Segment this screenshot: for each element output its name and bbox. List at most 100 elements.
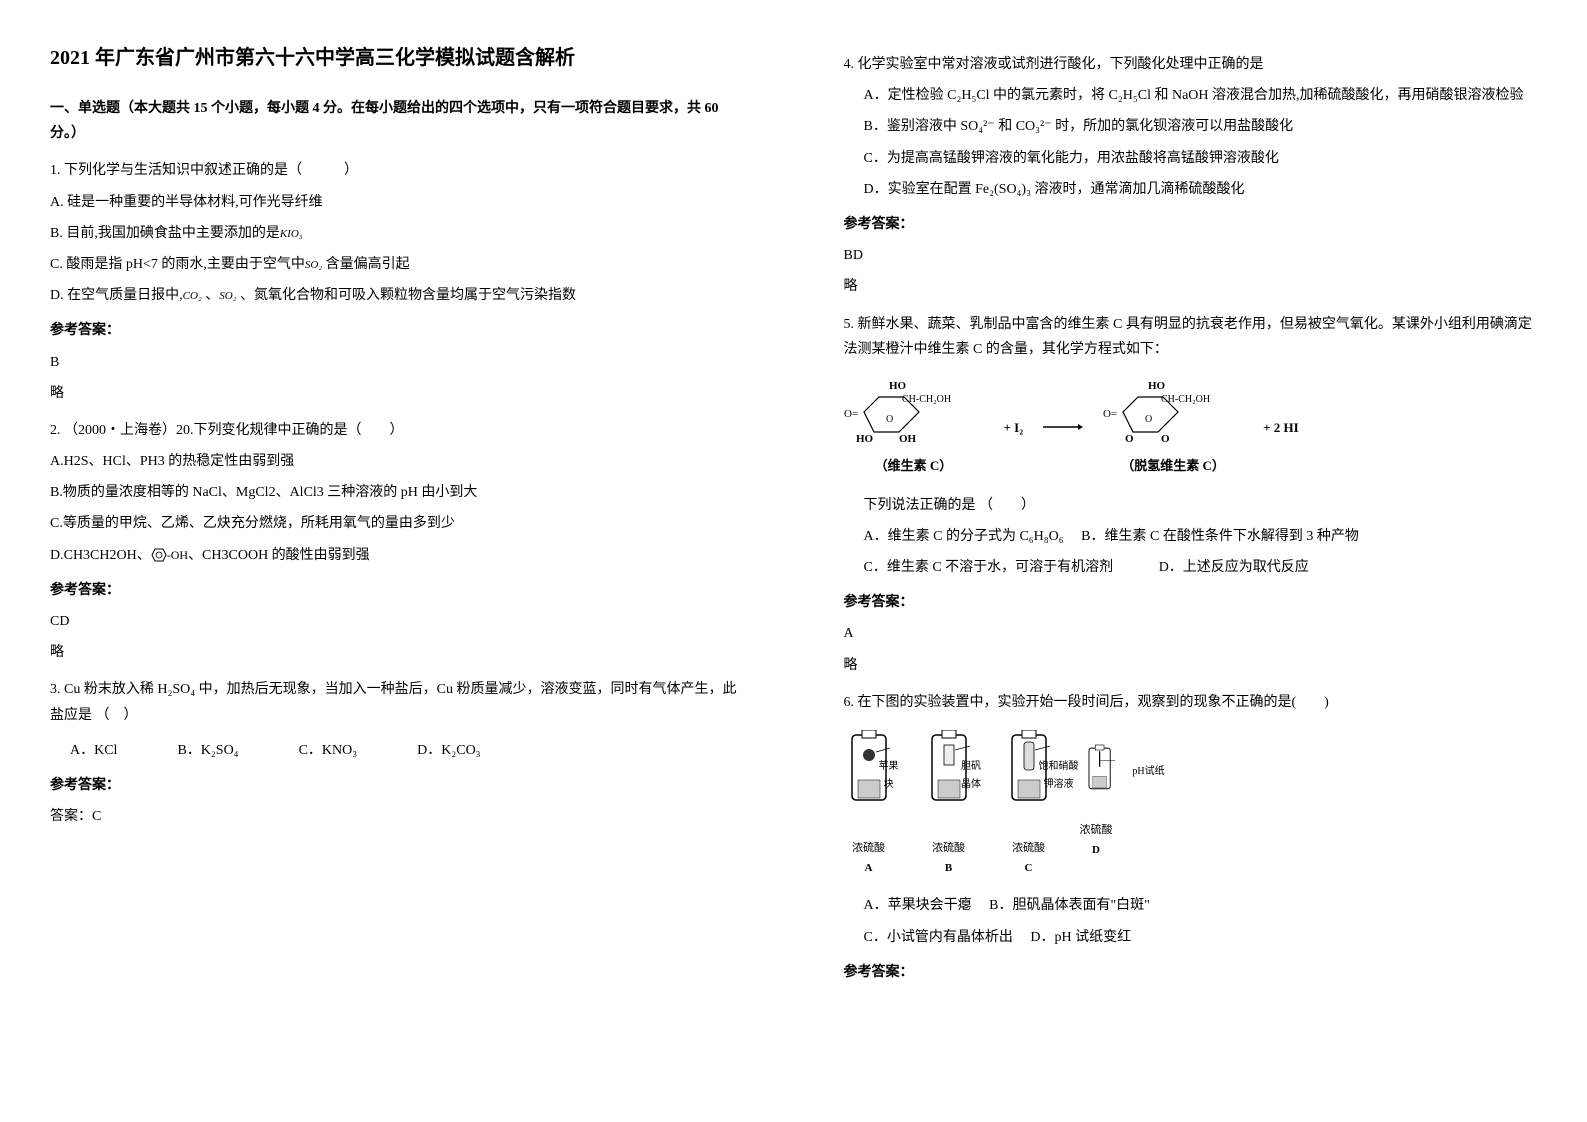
q1-optC-suffix: 含量偏高引起 xyxy=(322,257,410,272)
svg-text:O: O xyxy=(1125,433,1134,445)
q6-optCD: C．小试管内有晶体析出 D．pH 试纸变红 xyxy=(844,925,1538,950)
svg-text:O: O xyxy=(1161,433,1170,445)
q3-answer: 答案：C xyxy=(50,804,744,829)
plus-hi: + 2 HI xyxy=(1263,416,1299,439)
q3-answer-label: 参考答案： xyxy=(50,773,744,798)
q2-optD-prefix: D.CH3CH2OH、 xyxy=(50,548,151,563)
q4-optD: D．实验室在配置 Fe₂(SO₄)₃ 溶液时，通常滴加几滴稀硫酸酸化 xyxy=(844,177,1538,202)
q3-options: A．KCl B．K₂SO₄ C．KNO₃ D．K₂CO₃ xyxy=(50,738,744,763)
q6-answer-label: 参考答案： xyxy=(844,960,1538,985)
q4-optC: C．为提高高锰酸钾溶液的氧化能力，用浓盐酸将高锰酸钾溶液酸化 xyxy=(844,146,1538,171)
q6-stem: 6. 在下图的实验装置中，实验开始一段时间后，观察到的现象不正确的是( ) xyxy=(844,690,1538,715)
q2-optD: D.CH3CH2OH、-OH、CH3COOH 的酸性由弱到强 xyxy=(50,543,744,568)
question-3: 3. Cu 粉末放入稀 H₂SO₄ 中，加热后无现象，当加入一种盐后，Cu 粉质… xyxy=(50,677,744,829)
q5-optA: A．维生素 C 的分子式为 C₆H₈O₆ xyxy=(864,529,1064,544)
svg-text:O: O xyxy=(1145,414,1152,425)
dehydro-vitc-label: （脱氢维生素 C） xyxy=(1103,454,1243,477)
svg-text:HO: HO xyxy=(889,380,907,392)
q2-optA: A.H2S、HCl、PH3 的热稳定性由弱到强 xyxy=(50,449,744,474)
q3-optA: A．KCl xyxy=(70,738,117,763)
plus-i2: + I₂ xyxy=(1004,416,1024,439)
tube-A: 苹果块 浓硫酸 A xyxy=(844,730,894,878)
section-header: 一、单选题（本大题共 15 个小题，每小题 4 分。在每小题给出的四个选项中，只… xyxy=(50,96,744,146)
q1-optD-prefix: D. 在空气质量日报中, xyxy=(50,288,183,303)
q4-answer: BD xyxy=(844,243,1538,268)
q5-answer: A xyxy=(844,621,1538,646)
question-5: 5. 新鲜水果、蔬菜、乳制品中富含的维生素 C 具有明显的抗衰老作用，但易被空气… xyxy=(844,312,1538,678)
q4-explain: 略 xyxy=(844,274,1538,299)
q4-optB: B．鉴别溶液中 SO₄²⁻ 和 CO₃²⁻ 时，所加的氯化钡溶液可以用盐酸酸化 xyxy=(844,114,1538,139)
svg-text:OH: OH xyxy=(899,433,917,445)
tubeB-letter: B xyxy=(924,859,974,879)
q6-optB: B．胆矾晶体表面有"白斑" xyxy=(989,898,1150,913)
q5-stem: 5. 新鲜水果、蔬菜、乳制品中富含的维生素 C 具有明显的抗衰老作用，但易被空气… xyxy=(844,312,1538,362)
q5-optAB: A．维生素 C 的分子式为 C₆H₈O₆ B．维生素 C 在酸性条件下水解得到 … xyxy=(844,524,1538,549)
q5-explain: 略 xyxy=(844,653,1538,678)
q3-optD: D．K₂CO₃ xyxy=(417,738,480,763)
q1-stem: 1. 下列化学与生活知识中叙述正确的是（ ） xyxy=(50,158,744,183)
tubeC-bottom-label: 浓硫酸 xyxy=(1004,839,1054,859)
q5-answer-label: 参考答案： xyxy=(844,590,1538,615)
q1-answer-label: 参考答案： xyxy=(50,318,744,343)
q1-optD: D. 在空气质量日报中,CO₂ 、SO₂ 、氮氧化合物和可吸入颗粒物含量均属于空… xyxy=(50,283,744,308)
vitc-label: （维生素 C） xyxy=(844,454,984,477)
q5-optCD: C．维生素 C 不溶于水，可溶于有机溶剂 D．上述反应为取代反应 xyxy=(844,555,1538,580)
q1-optD-mid: 、 xyxy=(202,288,220,303)
q2-optD-suffix: 、CH3COOH 的酸性由弱到强 xyxy=(188,548,370,563)
q6-experiment-diagram: 苹果块 浓硫酸 A 胆矾晶体 浓硫酸 B xyxy=(844,730,1538,878)
q1-optD-suffix: 、氮氧化合物和可吸入颗粒物含量均属于空气污染指数 xyxy=(237,288,577,303)
tube-C: 饱和硝酸钾溶液 浓硫酸 C xyxy=(1004,730,1054,878)
q2-stem: 2. （2000・上海卷）20.下列变化规律中正确的是（ ） xyxy=(50,418,744,443)
question-1: 1. 下列化学与生活知识中叙述正确的是（ ） A. 硅是一种重要的半导体材料,可… xyxy=(50,158,744,406)
q2-optC: C.等质量的甲烷、乙烯、乙炔充分燃烧，所耗用氧气的量由多到少 xyxy=(50,511,744,536)
svg-text:CH-CH₂OH: CH-CH₂OH xyxy=(902,394,951,405)
tubeC-letter: C xyxy=(1004,859,1054,879)
phenol-icon: -OH xyxy=(151,545,188,567)
tubeB-bottom-label: 浓硫酸 xyxy=(924,839,974,859)
q1-optB-formula: KIO₃ xyxy=(280,228,303,240)
svg-text:O: O xyxy=(886,414,893,425)
question-4: 4. 化学实验室中常对溶液或试剂进行酸化，下列酸化处理中正确的是 A．定性检验 … xyxy=(844,52,1538,300)
q1-optC: C. 酸雨是指 pH<7 的雨水,主要由于空气中SO₂ 含量偏高引起 xyxy=(50,252,744,277)
q4-answer-label: 参考答案： xyxy=(844,212,1538,237)
svg-text:HO: HO xyxy=(1148,380,1166,392)
exam-title: 2021 年广东省广州市第六十六中学高三化学模拟试题含解析 xyxy=(50,40,744,76)
arrow-icon xyxy=(1043,416,1083,439)
q6-optAB: A．苹果块会干瘪 B．胆矾晶体表面有"白斑" xyxy=(844,893,1538,918)
tubeD-letter: D xyxy=(1059,841,1134,861)
q1-explain: 略 xyxy=(50,381,744,406)
tubeC-top-label: 饱和硝酸钾溶液 xyxy=(1039,758,1079,794)
q1-optB: B. 目前,我国加碘食盐中主要添加的是KIO₃ xyxy=(50,221,744,246)
q3-optB: B．K₂SO₄ xyxy=(177,738,238,763)
tubeA-bottom-label: 浓硫酸 xyxy=(844,839,894,859)
q3-stem: 3. Cu 粉末放入稀 H₂SO₄ 中，加热后无现象，当加入一种盐后，Cu 粉质… xyxy=(50,677,744,727)
q5-substem: 下列说法正确的是 （ ） xyxy=(844,493,1538,518)
svg-text:O=: O= xyxy=(844,408,858,420)
q1-optD-f1: CO₂ xyxy=(183,290,202,302)
q2-explain: 略 xyxy=(50,640,744,665)
q3-optC: C．KNO₃ xyxy=(299,738,358,763)
q4-stem: 4. 化学实验室中常对溶液或试剂进行酸化，下列酸化处理中正确的是 xyxy=(844,52,1538,77)
q1-optC-formula: SO₂ xyxy=(305,259,322,271)
question-2: 2. （2000・上海卷）20.下列变化规律中正确的是（ ） A.H2S、HCl… xyxy=(50,418,744,666)
q6-optD: D．pH 试纸变红 xyxy=(1030,930,1131,945)
tube-D: pH试纸 浓硫酸 D xyxy=(1084,730,1134,878)
q1-optC-prefix: C. 酸雨是指 pH<7 的雨水,主要由于空气中 xyxy=(50,257,305,272)
tubeD-bottom-label: 浓硫酸 xyxy=(1059,821,1134,841)
tubeB-top-label: 胆矾晶体 xyxy=(959,758,984,794)
tubeA-letter: A xyxy=(844,859,894,879)
question-6: 6. 在下图的实验装置中，实验开始一段时间后，观察到的现象不正确的是( ) 苹果… xyxy=(844,690,1538,985)
q5-optC: C．维生素 C 不溶于水，可溶于有机溶剂 xyxy=(864,560,1114,575)
q5-reaction-diagram: HO O= CH-CH₂OH HO OH O （维生素 C） + I₂ HO O… xyxy=(844,377,1538,478)
q6-optC: C．小试管内有晶体析出 xyxy=(864,930,1013,945)
dehydro-vitc-molecule: HO O= CH-CH₂OH O O O （脱氢维生素 C） xyxy=(1103,377,1243,478)
q5-optB: B．维生素 C 在酸性条件下水解得到 3 种产物 xyxy=(1081,529,1359,544)
svg-text:HO: HO xyxy=(856,433,874,445)
q2-optB: B.物质的量浓度相等的 NaCl、MgCl2、AlCl3 三种溶液的 pH 由小… xyxy=(50,480,744,505)
svg-text:CH-CH₂OH: CH-CH₂OH xyxy=(1161,394,1210,405)
tubeD-top-label: pH试纸 xyxy=(1129,763,1169,781)
q5-optD: D．上述反应为取代反应 xyxy=(1159,560,1309,575)
q1-optA: A. 硅是一种重要的半导体材料,可作光导纤维 xyxy=(50,190,744,215)
q4-optA: A．定性检验 C₂H₅Cl 中的氯元素时，将 C₂H₅Cl 和 NaOH 溶液混… xyxy=(844,83,1538,108)
svg-text:O=: O= xyxy=(1103,408,1117,420)
